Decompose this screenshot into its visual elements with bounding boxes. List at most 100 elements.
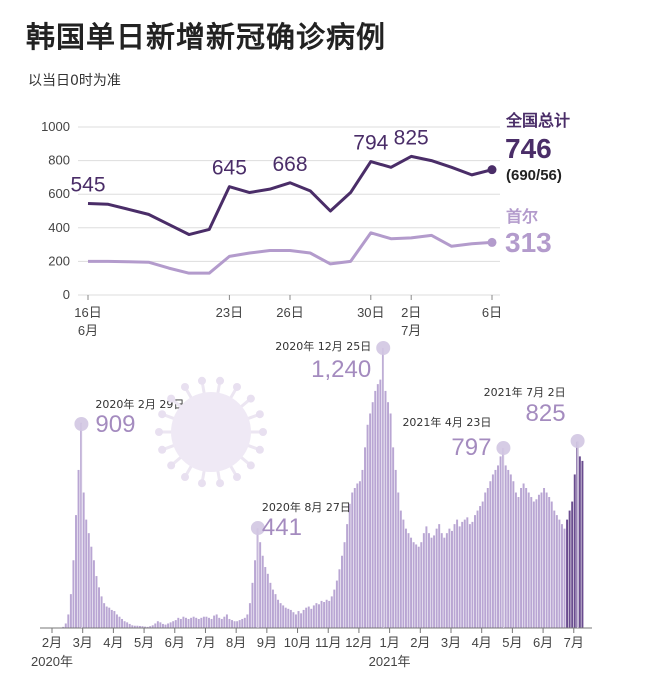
x-tick-label: 26日 <box>276 305 303 320</box>
bar-daily-cases <box>284 607 287 628</box>
annotation-value: 909 <box>95 411 135 438</box>
bar-daily-cases <box>200 617 203 628</box>
series-name-national: 全国总计 <box>505 111 570 130</box>
bar-daily-cases <box>174 620 177 628</box>
bar-daily-cases <box>568 510 571 628</box>
bar-daily-cases <box>578 456 581 628</box>
bar-daily-cases <box>144 626 147 628</box>
annotation-date: 2020年 8月 27日 <box>262 500 351 514</box>
bar-daily-cases <box>351 492 354 628</box>
bar-daily-cases <box>456 519 459 628</box>
bar-daily-cases <box>548 497 551 628</box>
bar-daily-cases <box>389 413 392 628</box>
virus-spike-tip <box>246 461 255 470</box>
bar-daily-cases <box>269 582 272 628</box>
bar-daily-cases <box>499 456 502 628</box>
bar-daily-cases <box>532 501 535 628</box>
bar-daily-cases <box>205 616 208 628</box>
bar-daily-cases <box>151 625 154 628</box>
data-label-national: 794 <box>353 132 388 155</box>
bar-daily-cases <box>392 447 395 628</box>
bar-daily-cases <box>558 519 561 628</box>
bar-daily-cases <box>131 625 134 628</box>
virus-spike-tip <box>197 376 206 385</box>
data-label-national: 825 <box>394 126 429 149</box>
bar-daily-cases <box>323 602 326 628</box>
x-tick-label: 1月 <box>379 635 399 650</box>
bar-daily-cases <box>343 542 346 628</box>
bar-daily-cases <box>566 519 569 628</box>
bar-daily-cases <box>123 621 126 628</box>
bar-daily-cases <box>468 524 471 628</box>
bar-daily-cases <box>491 474 494 628</box>
x-tick-label: 11月 <box>315 635 342 650</box>
bar-daily-cases <box>72 560 75 628</box>
virus-spike-tip <box>216 479 225 488</box>
series-line-national <box>87 154 493 237</box>
bar-daily-cases <box>312 605 315 628</box>
bar-daily-cases <box>241 618 244 628</box>
bar-daily-cases <box>271 589 274 628</box>
bar-daily-cases <box>497 465 499 628</box>
bar-daily-cases <box>190 617 193 628</box>
bar-daily-cases <box>504 465 507 628</box>
bar-daily-cases <box>103 603 106 628</box>
bar-daily-cases <box>387 402 390 628</box>
bar-daily-cases <box>471 521 474 628</box>
bar-daily-cases <box>545 492 548 628</box>
x-tick-label: 5月 <box>134 635 154 650</box>
bar-daily-cases <box>318 604 320 628</box>
bar-daily-cases <box>563 528 566 628</box>
y-tick-label: 1000 <box>41 119 70 134</box>
bar-daily-cases <box>448 528 451 628</box>
bar-daily-cases <box>149 626 152 628</box>
virus-spike-tip <box>167 461 176 470</box>
bar-daily-cases <box>358 481 361 628</box>
bar-daily-cases <box>277 599 280 628</box>
bar-daily-cases <box>494 469 497 628</box>
bar-daily-cases <box>266 573 269 628</box>
series-latest-seoul: 313 <box>505 227 552 258</box>
bar-daily-cases <box>512 481 515 628</box>
bar-daily-cases <box>310 608 313 628</box>
bar-daily-cases <box>384 390 387 628</box>
bar-daily-cases <box>113 611 116 628</box>
bar-daily-cases <box>195 617 198 628</box>
bar-daily-cases <box>476 510 479 628</box>
y-tick-label: 0 <box>63 287 70 302</box>
bar-daily-cases <box>67 614 70 628</box>
annotation-date: 2020年 12月 25日 <box>275 339 371 353</box>
series-endpoint-national <box>487 165 497 175</box>
bar-daily-cases <box>233 621 236 628</box>
bar-daily-cases <box>379 379 382 628</box>
x-tick-label: 2日 <box>401 305 421 320</box>
bar-daily-cases <box>87 533 90 628</box>
bar-daily-cases <box>543 488 546 628</box>
bar-daily-cases <box>550 501 553 628</box>
y-tick-label: 400 <box>48 220 70 235</box>
bar-daily-cases <box>399 510 402 628</box>
x-tick-label: 6月 <box>533 635 553 650</box>
x-tick-label: 6月 <box>165 635 185 650</box>
bar-daily-cases <box>461 521 464 628</box>
bar-daily-cases <box>527 492 530 628</box>
series-endpoint-seoul <box>487 237 497 247</box>
bar-daily-cases <box>210 618 213 628</box>
bar-daily-cases <box>167 623 170 628</box>
bar-daily-cases <box>571 501 574 628</box>
series-latest-detail: (690/56) <box>506 167 562 184</box>
bar-daily-cases <box>264 567 267 628</box>
bar-daily-cases <box>128 623 131 628</box>
x-tick-label: 4月 <box>103 635 123 650</box>
virus-spike-tip <box>197 479 206 488</box>
bar-daily-cases <box>369 413 372 628</box>
bar-daily-cases <box>353 488 356 628</box>
bar-daily-cases <box>333 589 336 628</box>
virus-spike-tip <box>233 382 241 391</box>
x-tick-label: 4月 <box>472 635 492 650</box>
bar-daily-cases <box>540 492 543 628</box>
virus-spike-tip <box>155 428 163 436</box>
y-tick-label: 800 <box>48 153 70 168</box>
bar-daily-cases <box>274 594 277 628</box>
